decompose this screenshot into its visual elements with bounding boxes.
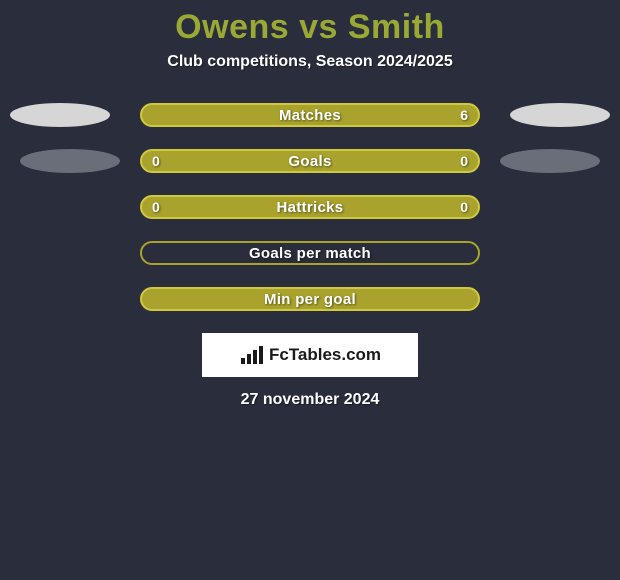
stat-label: Goals xyxy=(288,153,331,170)
logo-box: FcTables.com xyxy=(202,333,418,377)
stat-label: Min per goal xyxy=(264,291,356,308)
stat-bar-matches: Matches 6 xyxy=(140,103,480,127)
stat-bar-hattricks: 0 Hattricks 0 xyxy=(140,195,480,219)
player-oval-left-1 xyxy=(10,103,110,127)
stat-row-hattricks: 0 Hattricks 0 xyxy=(0,195,620,219)
stat-value-right: 0 xyxy=(460,199,468,215)
stat-label: Hattricks xyxy=(277,199,344,216)
stat-row-goals: 0 Goals 0 xyxy=(0,149,620,173)
stat-value-right: 0 xyxy=(460,153,468,169)
barchart-icon xyxy=(239,344,265,366)
stat-bar-goals: 0 Goals 0 xyxy=(140,149,480,173)
stat-value-left: 0 xyxy=(152,199,160,215)
player-oval-right-1 xyxy=(510,103,610,127)
stat-bar-mpg: Min per goal xyxy=(140,287,480,311)
page-title: Owens vs Smith xyxy=(0,0,620,47)
fctables-logo: FcTables.com xyxy=(239,344,381,366)
stat-row-matches: Matches 6 xyxy=(0,103,620,127)
stat-row-gpm: Goals per match xyxy=(0,241,620,265)
stat-row-mpg: Min per goal xyxy=(0,287,620,311)
stat-value-right: 6 xyxy=(460,107,468,123)
stat-label: Goals per match xyxy=(249,245,371,262)
stat-bar-gpm: Goals per match xyxy=(140,241,480,265)
stat-value-left: 0 xyxy=(152,153,160,169)
logo-text: FcTables.com xyxy=(269,345,381,365)
stat-label: Matches xyxy=(279,107,341,124)
player-oval-right-2 xyxy=(500,149,600,173)
comparison-stage: Matches 6 0 Goals 0 0 Hattricks 0 Goals … xyxy=(0,103,620,311)
date-text: 27 november 2024 xyxy=(0,391,620,409)
subtitle: Club competitions, Season 2024/2025 xyxy=(0,53,620,71)
player-oval-left-2 xyxy=(20,149,120,173)
